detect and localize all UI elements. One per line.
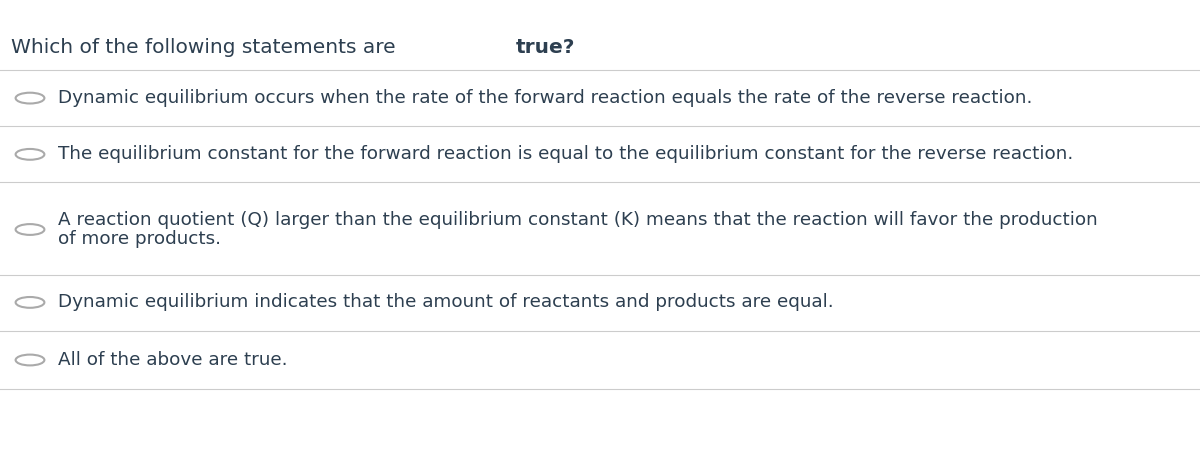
Text: true?: true? xyxy=(515,38,575,57)
Text: of more products.: of more products. xyxy=(58,230,221,248)
Text: The equilibrium constant for the forward reaction is equal to the equilibrium co: The equilibrium constant for the forward… xyxy=(58,145,1073,163)
Text: All of the above are true.: All of the above are true. xyxy=(58,351,287,369)
Text: A reaction quotient (Q) larger than the equilibrium constant (K) means that the : A reaction quotient (Q) larger than the … xyxy=(58,211,1097,229)
Text: Dynamic equilibrium indicates that the amount of reactants and products are equa: Dynamic equilibrium indicates that the a… xyxy=(58,293,833,311)
Text: Dynamic equilibrium occurs when the rate of the forward reaction equals the rate: Dynamic equilibrium occurs when the rate… xyxy=(58,89,1032,107)
Text: Which of the following statements are: Which of the following statements are xyxy=(11,38,402,57)
